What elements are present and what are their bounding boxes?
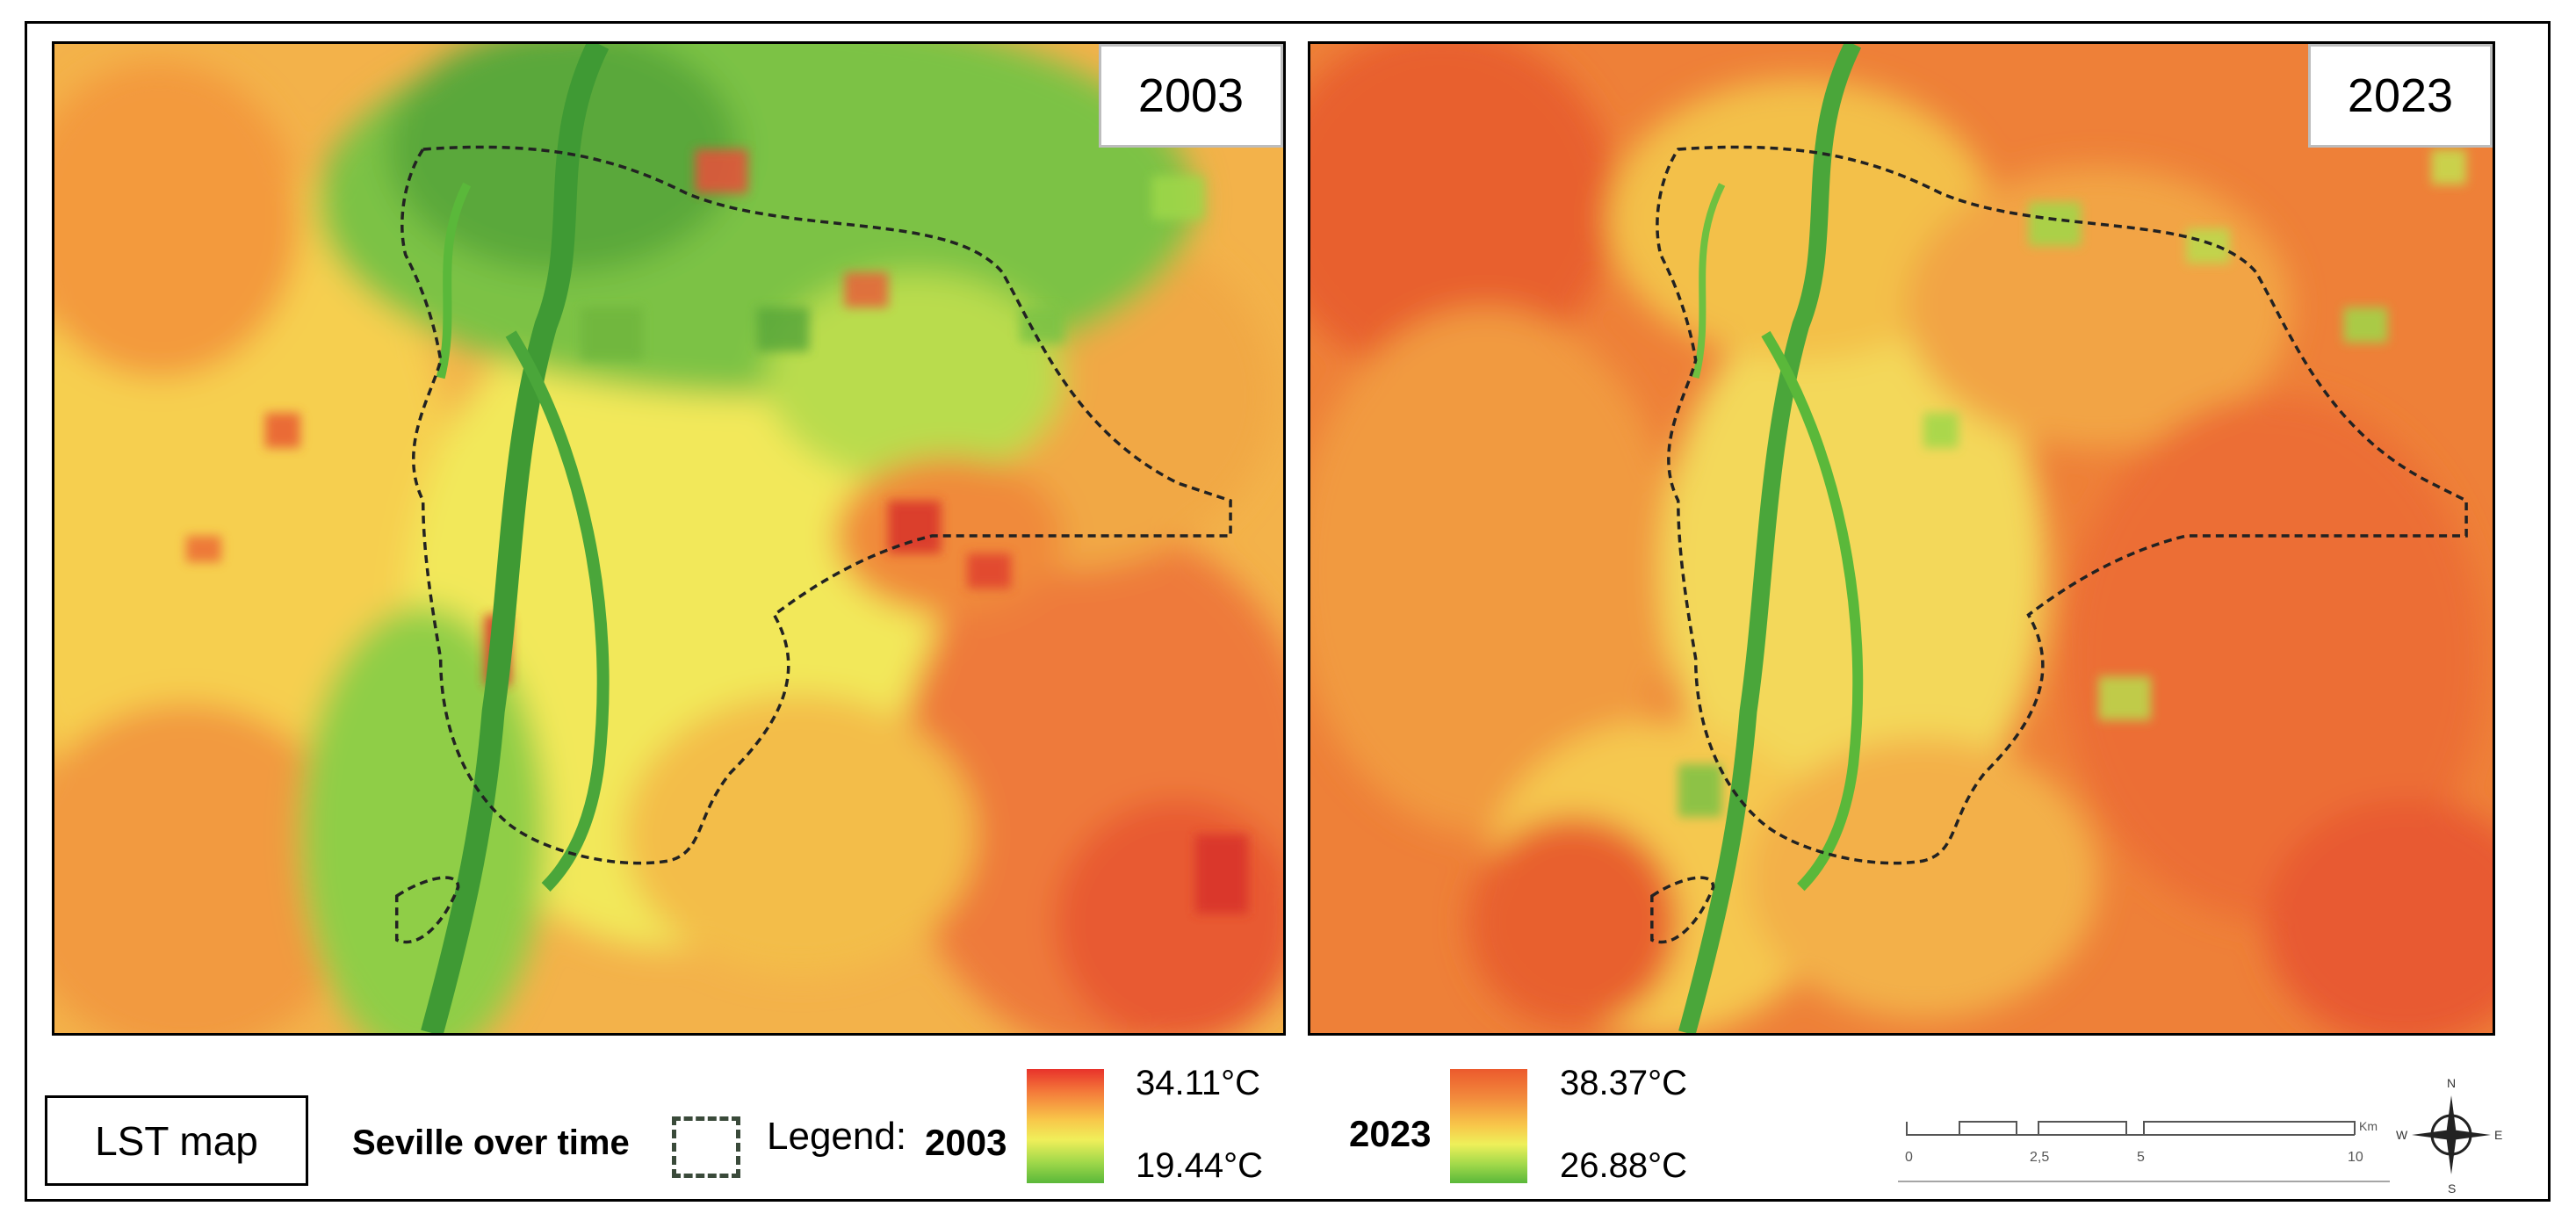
scale-tick-10: 10: [2348, 1150, 2363, 1165]
color-ramp-2023: [1450, 1069, 1527, 1183]
compass-s: S: [2448, 1181, 2456, 1195]
color-ramp-2003: [1027, 1069, 1104, 1183]
ramp-2003-min: 19.44°C: [1136, 1146, 1263, 1185]
scale-unit: Km: [2359, 1119, 2378, 1133]
year-label-2023: 2023: [2308, 44, 2493, 148]
year-label-2003: 2003: [1099, 44, 1283, 148]
boundary-label: Seville over time: [352, 1123, 630, 1162]
scale-tick-2-5: 2,5: [2030, 1150, 2049, 1165]
compass-w: W: [2396, 1128, 2408, 1142]
ramp-2023-min: 26.88°C: [1560, 1146, 1687, 1185]
lst-raster-2023: [1310, 44, 2493, 1033]
scale-bar: 0 2,5 5 10 Km: [1880, 1113, 2399, 1192]
compass-icon: N S E W: [2396, 1076, 2502, 1195]
ramp-2023-year: 2023: [1349, 1113, 1432, 1154]
lst-map-label: LST map: [45, 1095, 308, 1186]
north-arrow: N S E W: [2394, 1073, 2508, 1196]
compass-e: E: [2494, 1128, 2502, 1142]
figure-frame: 2003: [25, 21, 2551, 1202]
legend-bar: LST map Seville over time Legend: 2003 3…: [27, 1043, 2548, 1201]
scale-tick-5: 5: [2137, 1150, 2145, 1165]
scale-tick-0: 0: [1905, 1150, 1913, 1165]
scale-bar-graphic: 0 2,5 5 10 Km: [1898, 1119, 2390, 1182]
lst-raster-2003: [54, 44, 1283, 1033]
ramp-2003-year: 2003: [925, 1122, 1007, 1163]
dashed-boundary-symbol: [672, 1116, 740, 1178]
map-panel-2023[interactable]: 2023: [1308, 41, 2495, 1036]
map-panel-2003[interactable]: 2003: [52, 41, 1286, 1036]
legend-prefix: Legend:: [767, 1115, 907, 1158]
ramp-2023-max: 38.37°C: [1560, 1064, 1687, 1102]
ramp-2003-max: 34.11°C: [1136, 1064, 1261, 1102]
compass-n: N: [2447, 1076, 2456, 1090]
